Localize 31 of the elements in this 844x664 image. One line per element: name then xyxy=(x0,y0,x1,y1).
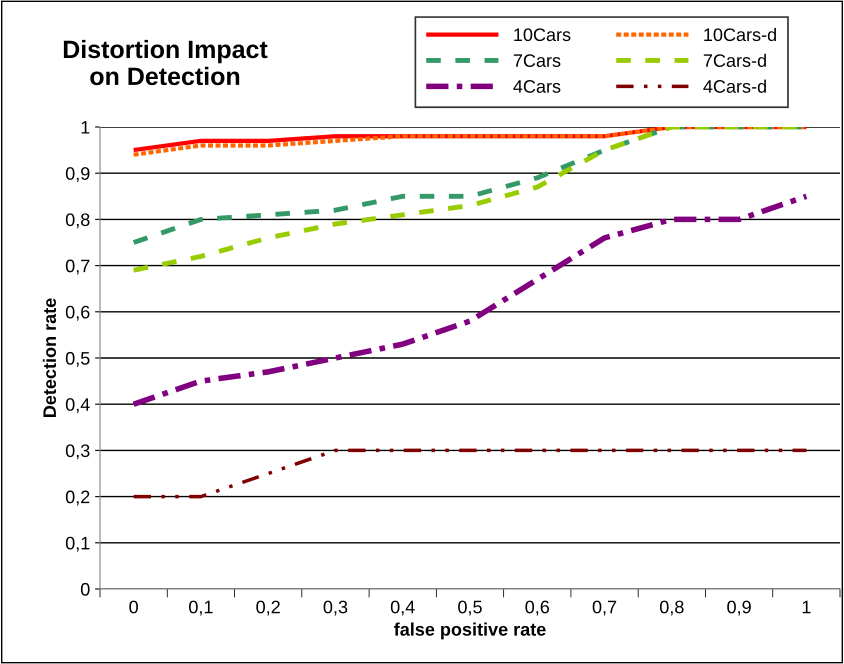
x-tick-label: 0 xyxy=(129,600,138,614)
y-tick-label: 0,9 xyxy=(66,167,90,182)
x-tick-label: 0,3 xyxy=(324,600,348,616)
y-tick-label: 1 xyxy=(82,121,90,134)
x-tick-label: 0,8 xyxy=(660,600,684,616)
chart-title: Distortion Impact on Detection xyxy=(64,40,268,86)
x-tick-label: 1 xyxy=(802,600,811,614)
y-tick-label: 0,5 xyxy=(66,352,90,367)
legend-label: 10Cars xyxy=(514,28,570,42)
x-tick-label: 0,9 xyxy=(727,600,751,616)
x-tick-label: 0,6 xyxy=(525,600,550,616)
y-tick-label: 0 xyxy=(80,582,90,596)
legend-label: 4Cars xyxy=(513,80,560,93)
x-tick-label: 0,1 xyxy=(189,600,213,616)
y-tick-label: 0,4 xyxy=(66,398,90,414)
legend-label: 4Cars-d xyxy=(703,80,766,93)
x-tick-label: 0,2 xyxy=(256,600,280,616)
x-axis-title: false positive rate xyxy=(394,622,546,640)
y-tick-label: 0,1 xyxy=(66,536,90,552)
y-tick-label: 0,8 xyxy=(66,213,90,228)
legend-label: 7Cars-d xyxy=(704,54,766,67)
legend-label: 10Cars-d xyxy=(704,28,776,42)
y-tick-label: 0,7 xyxy=(66,260,90,274)
y-tick-label: 0,3 xyxy=(66,444,90,460)
legend-label: 7Cars xyxy=(514,54,560,67)
x-tick-label: 0,5 xyxy=(458,600,482,616)
y-tick-label: 0,6 xyxy=(66,306,90,321)
y-axis-title: Detection rate xyxy=(42,298,56,417)
x-tick-label: 0,4 xyxy=(390,600,415,616)
y-tick-label: 0,2 xyxy=(66,490,90,506)
x-tick-label: 0,7 xyxy=(592,600,616,616)
